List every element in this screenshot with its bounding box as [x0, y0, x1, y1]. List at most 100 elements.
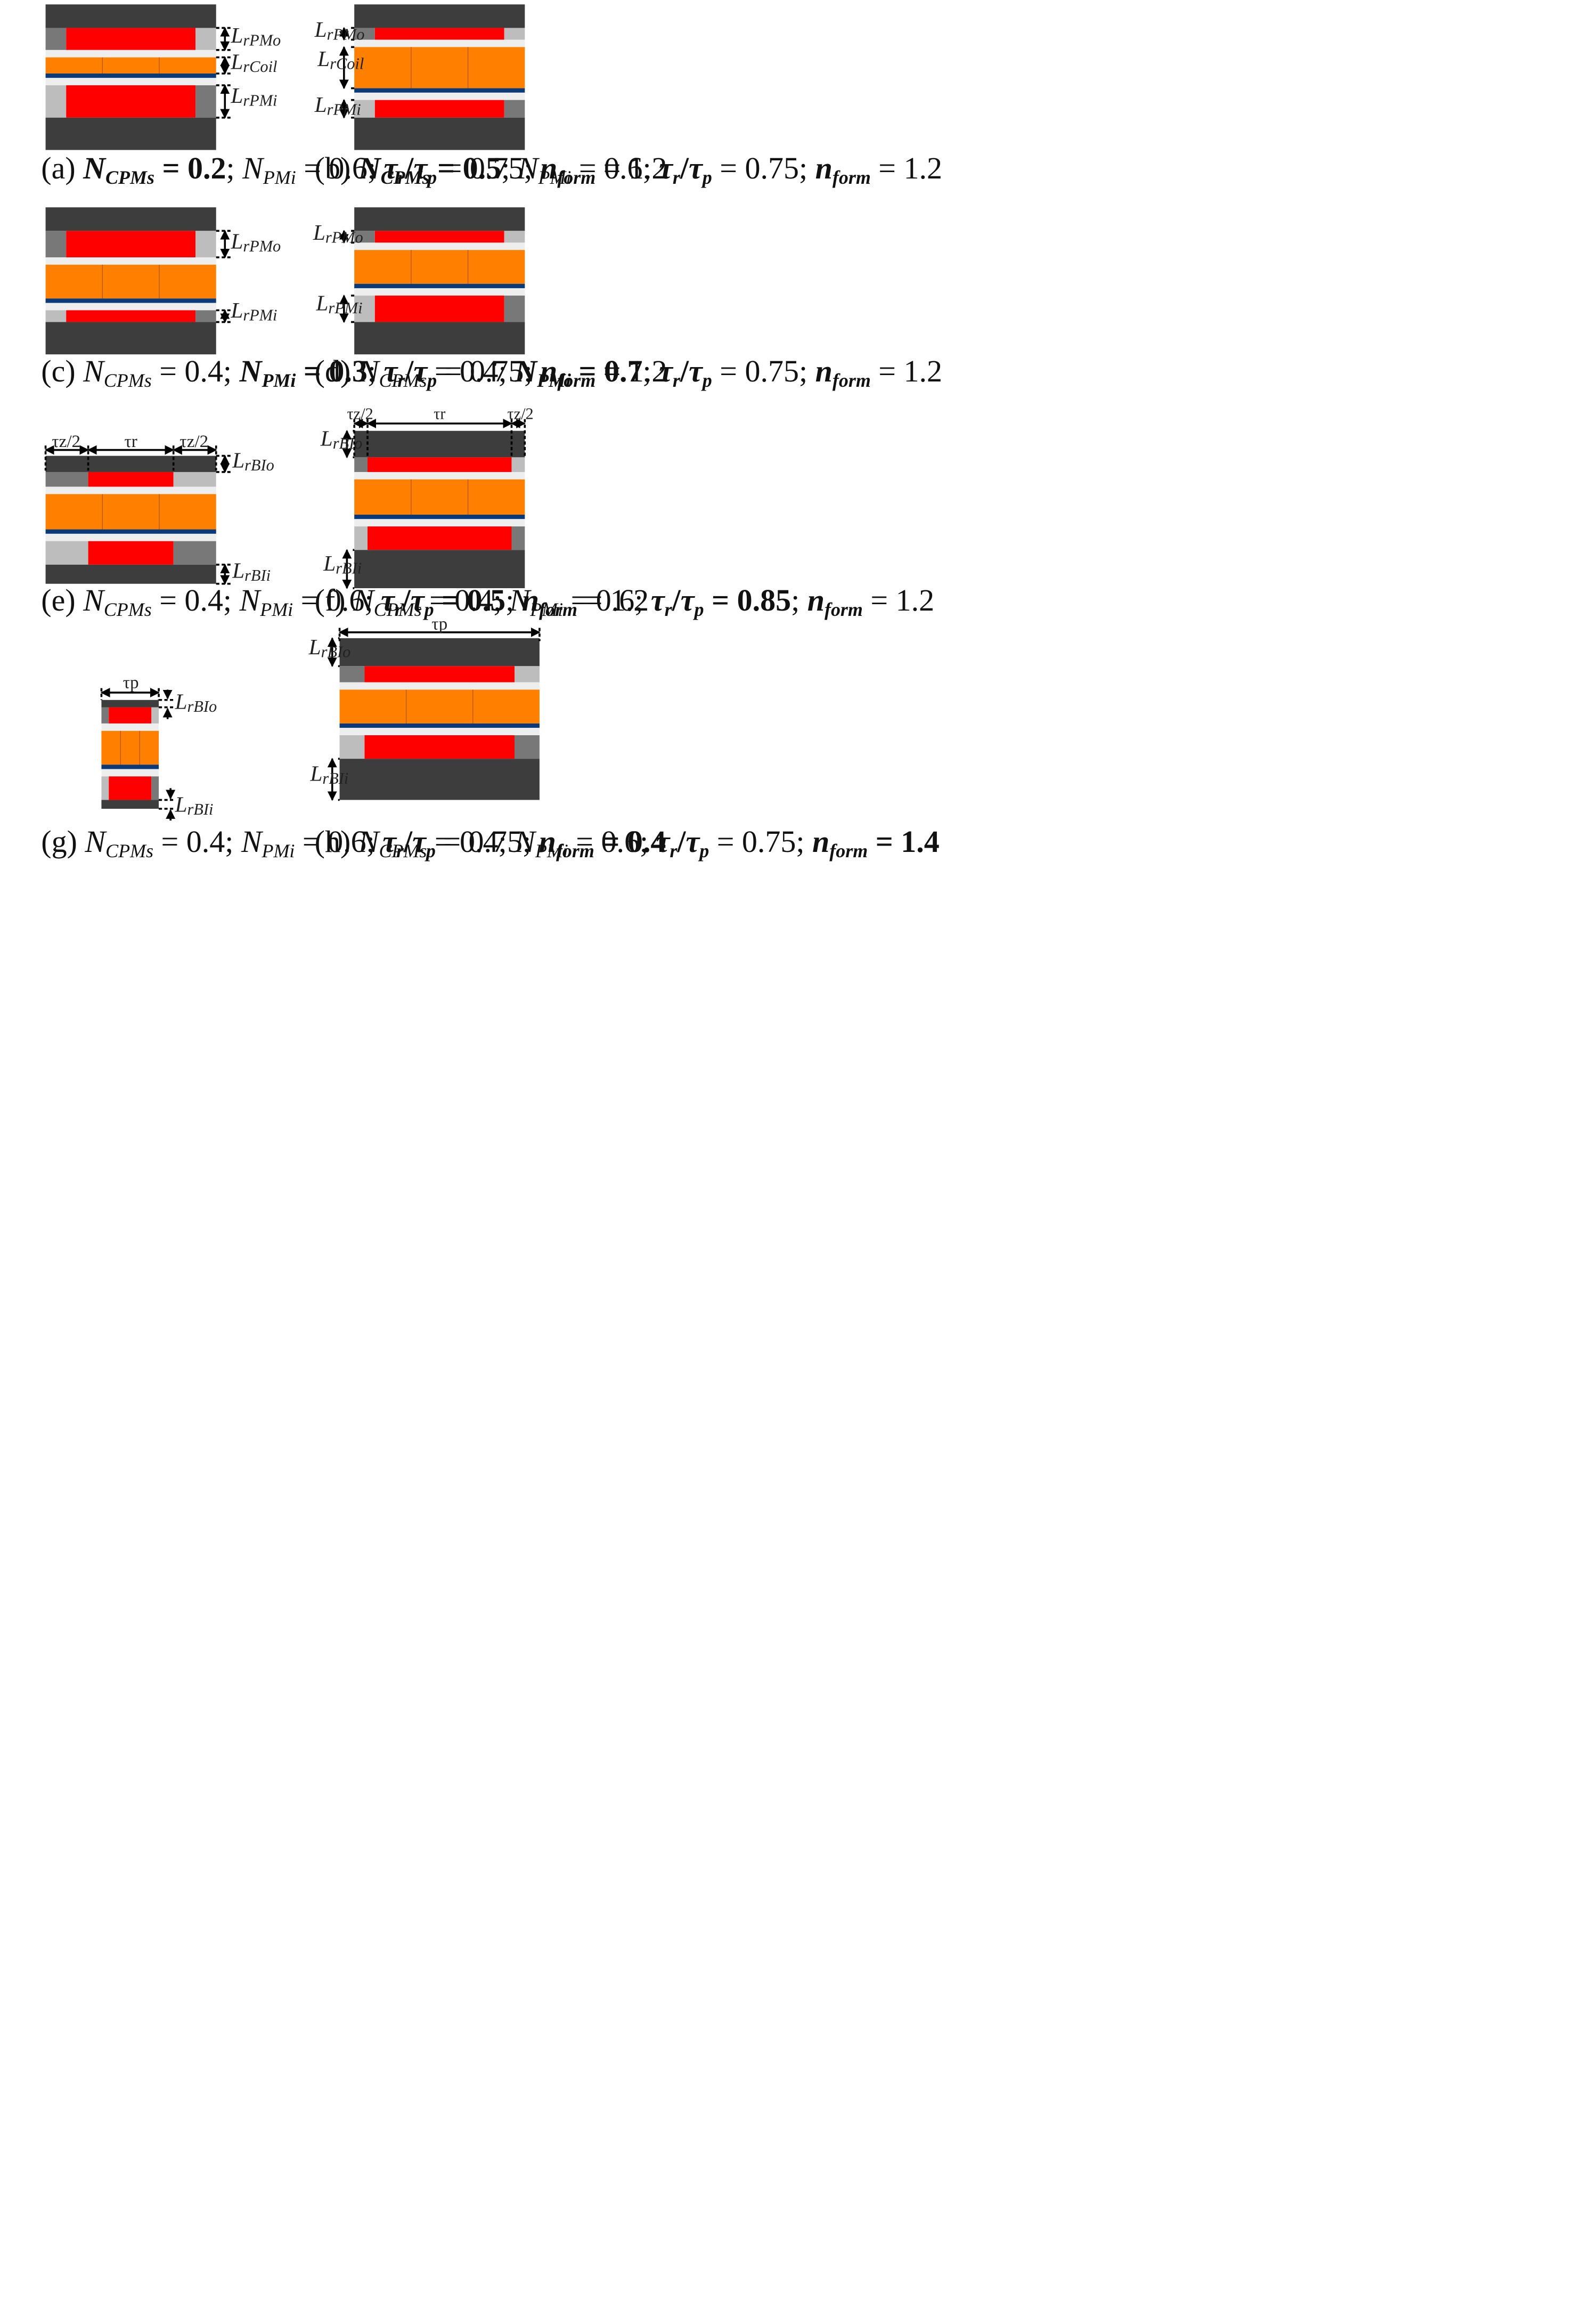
outer-pm-left [339, 666, 365, 682]
outer-pm-left [45, 28, 67, 50]
label-lrbio: LrBIo [232, 448, 274, 475]
inner-pm-center [109, 776, 152, 800]
outer-pm-center [374, 231, 504, 243]
coil-back-strip [354, 283, 525, 288]
outer-core [339, 638, 540, 667]
air-gap-inner [45, 78, 216, 86]
coil [354, 479, 525, 515]
air-gap-outer [354, 242, 525, 250]
coil-back-strip [339, 723, 540, 728]
inner-core [101, 800, 159, 809]
inner-pm-left [354, 295, 375, 322]
coil-back-strip [101, 765, 159, 769]
coil-back-strip [354, 88, 525, 93]
air-gap-outer [45, 50, 216, 58]
inner-pm-center [66, 310, 196, 322]
outer-pm-left [354, 231, 375, 243]
inner-pm-right [511, 526, 525, 550]
label-lrbii: LrBIi [323, 551, 362, 578]
inner-pm-left [45, 85, 67, 118]
outer-pm-left [354, 457, 368, 472]
label-tr: τr [434, 405, 445, 423]
air-gap-outer [45, 486, 216, 494]
label-lrpmo: LrPMo [314, 17, 365, 44]
outer-pm-right [173, 472, 216, 487]
label-lrpmo: LrPMo [230, 229, 281, 255]
outer-core [354, 430, 525, 458]
label-lrbii: LrBIi [232, 558, 271, 585]
air-gap-inner [45, 303, 216, 311]
inner-pm-right [504, 100, 525, 118]
air-gap-inner [339, 728, 540, 735]
outer-pm-center [368, 457, 512, 472]
air-gap-outer [101, 723, 159, 731]
inner-pm-left [354, 100, 375, 118]
outer-pm-center [66, 28, 196, 50]
inner-pm-left [45, 541, 88, 565]
outer-pm-center [109, 707, 152, 724]
coil [354, 47, 525, 88]
inner-pm-center [374, 295, 504, 322]
outer-pm-right [195, 28, 216, 50]
label-tz-right: τz/2 [179, 432, 208, 451]
label-lrbio: LrBIo [174, 689, 217, 716]
inner-pm-left [354, 526, 368, 550]
inner-pm-center [364, 735, 515, 759]
coil [339, 689, 540, 724]
coil-back-strip [354, 515, 525, 519]
label-tp: τp [123, 673, 139, 693]
inner-core [45, 564, 216, 584]
outer-pm-left [354, 28, 375, 40]
label-tz-left: τz/2 [52, 432, 80, 451]
outer-pm-center [364, 666, 515, 682]
outer-pm-left [101, 707, 109, 724]
inner-core [354, 117, 525, 150]
outer-pm-left [45, 231, 67, 257]
outer-core [45, 207, 216, 231]
outer-pm-right [151, 707, 159, 724]
inner-pm-center [66, 85, 196, 118]
air-gap-inner [354, 92, 525, 100]
label-lrpmi: LrPMi [230, 298, 277, 324]
label-lrpmi: LrPMi [314, 92, 361, 119]
outer-core [354, 4, 525, 28]
label-lrbii: LrBIi [309, 761, 348, 788]
air-gap-outer [354, 39, 525, 47]
inner-core [45, 117, 216, 150]
air-gap-outer [45, 257, 216, 265]
coil [101, 730, 159, 765]
label-lrbii: LrBIi [174, 792, 213, 819]
air-gap-inner [101, 769, 159, 777]
outer-pm-right [195, 231, 216, 257]
inner-pm-left [339, 735, 365, 759]
outer-pm-right [504, 231, 525, 243]
label-tz-left: τz/2 [347, 405, 373, 423]
air-gap-inner [354, 519, 525, 527]
coil-back-strip [45, 74, 216, 78]
air-gap-inner [354, 288, 525, 296]
inner-pm-right [504, 295, 525, 322]
inner-core [45, 322, 216, 355]
inner-pm-center [88, 541, 174, 565]
coil [354, 250, 525, 284]
outer-pm-left [45, 472, 88, 487]
inner-pm-center [374, 100, 504, 118]
inner-pm-right [173, 541, 216, 565]
coil [45, 494, 216, 530]
coil [45, 57, 216, 74]
inner-core [354, 322, 525, 355]
outer-core [45, 456, 216, 472]
inner-pm-right [151, 776, 159, 800]
air-gap-inner [45, 533, 216, 541]
inner-pm-center [368, 526, 512, 550]
outer-pm-center [66, 231, 196, 257]
outer-pm-right [504, 28, 525, 40]
label-tz-right: τz/2 [507, 405, 533, 423]
inner-core [339, 759, 540, 800]
outer-core [45, 4, 216, 28]
coil [45, 264, 216, 299]
outer-core [101, 700, 159, 708]
inner-pm-left [45, 310, 67, 322]
label-lrbio: LrBIo [308, 635, 351, 661]
